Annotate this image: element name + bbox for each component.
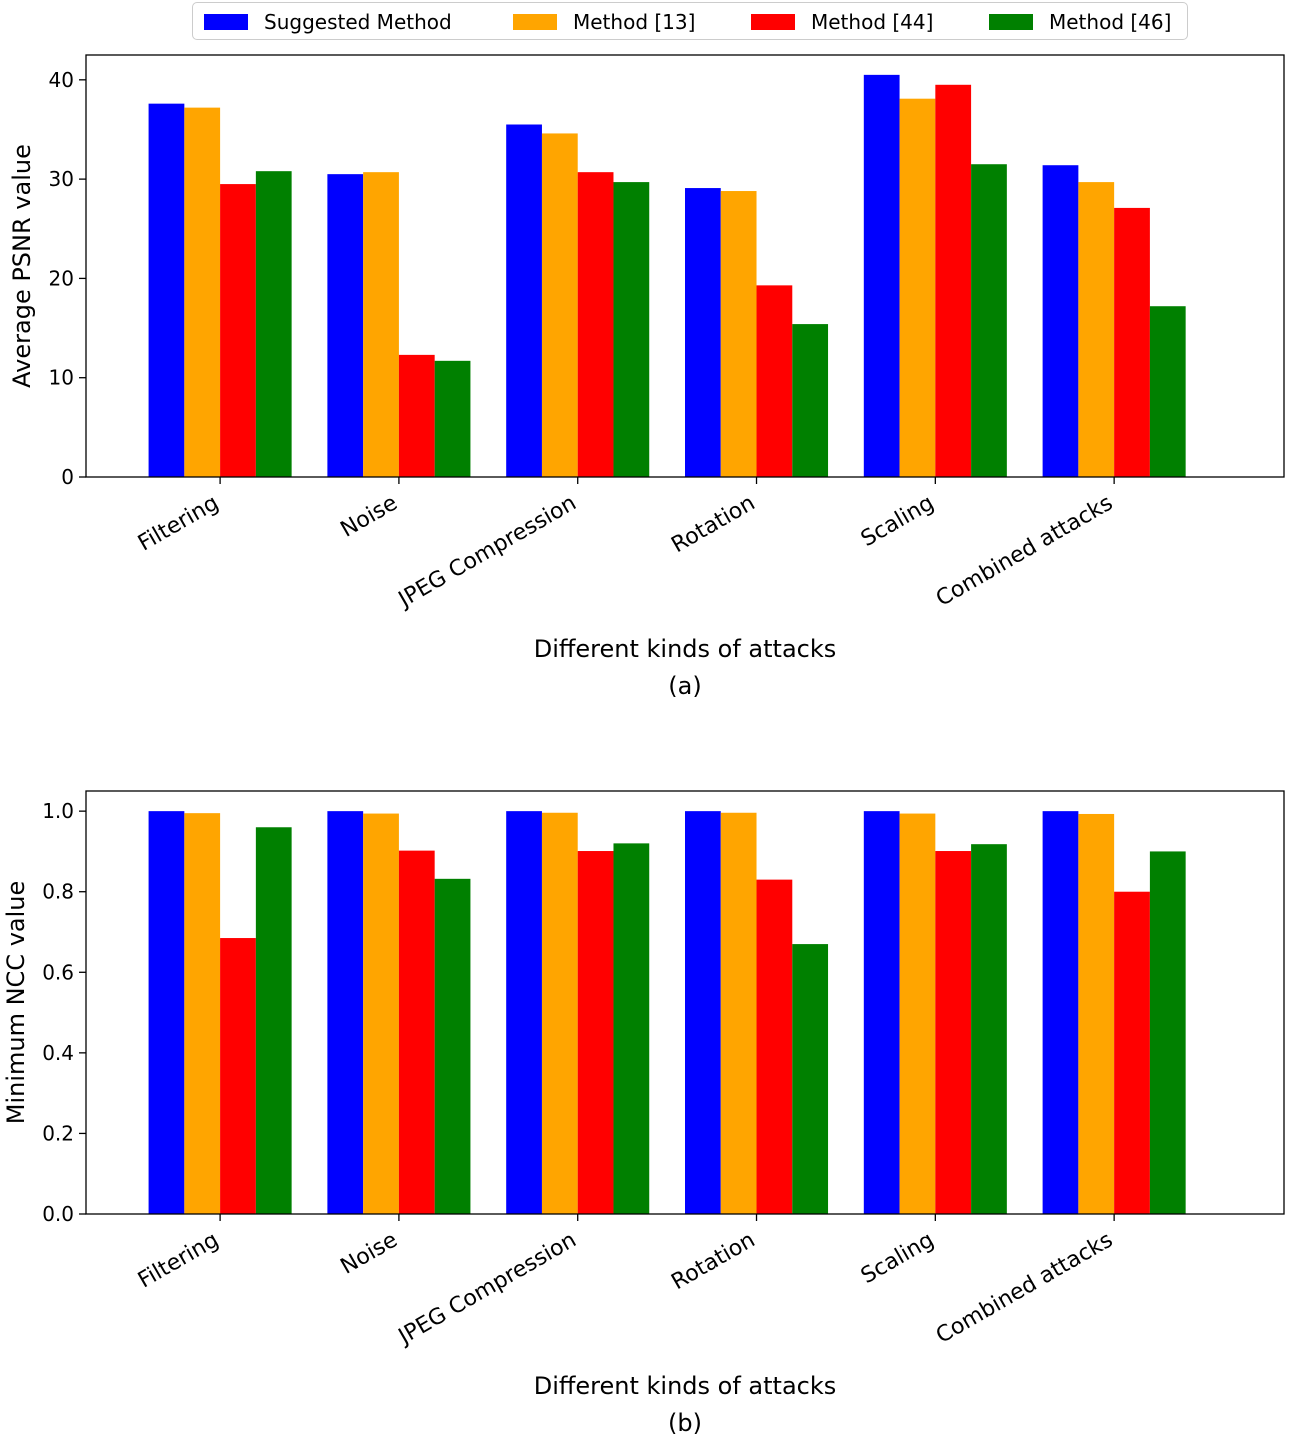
bar-method-44-noise [398, 354, 435, 477]
bar-method-46-filtering [255, 827, 292, 1214]
plot-frame [85, 790, 1285, 1215]
bar-method-46-rotation [792, 944, 829, 1214]
legend-swatch-method-13 [513, 14, 557, 30]
y-axis-label: Minimum NCC value [2, 881, 30, 1125]
bar-method-13-combined-attacks [1078, 182, 1115, 477]
bar-suggested-method-combined-attacks [1042, 165, 1079, 477]
x-tick-label-scaling: Scaling [857, 1228, 939, 1289]
y-axis-label: Average PSNR value [8, 144, 36, 388]
bar-method-46-combined-attacks [1149, 851, 1186, 1214]
legend: Suggested Method Method [13] Method [44]… [192, 2, 1188, 40]
bar-method-44-filtering [220, 938, 256, 1214]
x-tick-label-noise: Noise [337, 1228, 402, 1280]
y-tick-label: 40 [49, 68, 74, 92]
bar-suggested-method-noise [327, 174, 364, 477]
plot-frame [85, 54, 1285, 478]
y-tick-label: 0.6 [42, 960, 74, 984]
x-tick-label-rotation: Rotation [667, 491, 759, 559]
legend-label-method-46: Method [46] [1049, 10, 1172, 34]
bar-method-44-combined-attacks [1114, 891, 1150, 1214]
y-tick-label: 0.2 [42, 1121, 74, 1145]
bar-method-44-combined-attacks [1114, 207, 1150, 477]
legend-label-method-13: Method [13] [573, 10, 696, 34]
x-tick-label-filtering: Filtering [134, 1228, 223, 1294]
x-tick-label-scaling: Scaling [857, 491, 939, 552]
bar-method-13-filtering [184, 813, 221, 1214]
bar-method-44-scaling [935, 84, 972, 477]
bar-method-46-scaling [971, 844, 1007, 1214]
bar-suggested-method-scaling [863, 74, 900, 477]
x-tick-label-combined-attacks: Combined attacks [932, 1228, 1117, 1349]
y-tick-label: 0.0 [42, 1202, 74, 1226]
legend-label-suggested-method: Suggested Method [264, 10, 452, 34]
x-tick-label-rotation: Rotation [667, 1228, 759, 1296]
bar-method-46-jpeg-compression [613, 182, 650, 477]
x-tick-label-jpeg-compression: JPEG Compression [393, 1228, 581, 1351]
bar-method-13-rotation [720, 812, 757, 1214]
x-axis-label: Different kinds of attacks [534, 635, 837, 663]
legend-swatch-method-46 [989, 14, 1033, 30]
bar-suggested-method-jpeg-compression [506, 124, 542, 477]
bar-method-13-filtering [184, 107, 221, 477]
bar-suggested-method-combined-attacks [1042, 811, 1079, 1214]
bar-method-46-rotation [792, 324, 829, 477]
bar-method-46-noise [434, 878, 471, 1214]
bar-method-44-jpeg-compression [577, 172, 614, 477]
bar-suggested-method-scaling [863, 811, 900, 1214]
bar-method-44-filtering [220, 184, 256, 478]
legend-swatch-method-44 [751, 14, 795, 30]
bar-method-44-scaling [935, 851, 972, 1214]
bar-suggested-method-jpeg-compression [506, 811, 542, 1214]
bar-method-13-jpeg-compression [541, 133, 578, 477]
bar-suggested-method-rotation [685, 188, 721, 477]
y-tick-label: 0.8 [42, 880, 74, 904]
bar-method-44-jpeg-compression [577, 851, 614, 1214]
y-tick-label: 30 [49, 167, 74, 191]
bar-method-44-rotation [756, 879, 793, 1214]
bar-suggested-method-filtering [148, 811, 185, 1214]
bar-method-13-scaling [899, 813, 936, 1214]
bar-method-13-noise [363, 813, 399, 1214]
y-tick-label: 10 [49, 366, 74, 390]
x-tick-label-jpeg-compression: JPEG Compression [393, 491, 581, 614]
bar-method-44-noise [398, 850, 435, 1214]
bar-method-13-noise [363, 172, 399, 477]
bar-method-46-noise [434, 360, 471, 477]
panel-label: (b) [668, 1409, 702, 1437]
bar-method-13-jpeg-compression [541, 812, 578, 1214]
bar-method-46-scaling [971, 164, 1007, 478]
bar-method-46-jpeg-compression [613, 843, 650, 1214]
bar-method-46-filtering [255, 171, 292, 477]
x-tick-label-combined-attacks: Combined attacks [932, 491, 1117, 612]
legend-label-method-44: Method [44] [811, 10, 934, 34]
bar-method-13-rotation [720, 191, 757, 477]
x-tick-label-filtering: Filtering [134, 491, 223, 557]
x-axis-label: Different kinds of attacks [534, 1372, 837, 1400]
y-tick-label: 0 [61, 465, 74, 489]
bar-suggested-method-filtering [148, 103, 185, 478]
bar-method-13-combined-attacks [1078, 813, 1115, 1214]
bar-suggested-method-rotation [685, 811, 721, 1214]
bar-method-44-rotation [756, 285, 793, 477]
y-tick-label: 20 [49, 266, 74, 290]
bar-suggested-method-noise [327, 811, 364, 1214]
bar-method-13-scaling [899, 98, 936, 477]
y-tick-label: 1.0 [42, 799, 74, 823]
x-tick-label-noise: Noise [337, 491, 402, 543]
legend-swatch-suggested-method [204, 14, 248, 30]
panel-label: (a) [668, 672, 701, 700]
bar-method-46-combined-attacks [1149, 306, 1186, 477]
y-tick-label: 0.4 [42, 1041, 74, 1065]
